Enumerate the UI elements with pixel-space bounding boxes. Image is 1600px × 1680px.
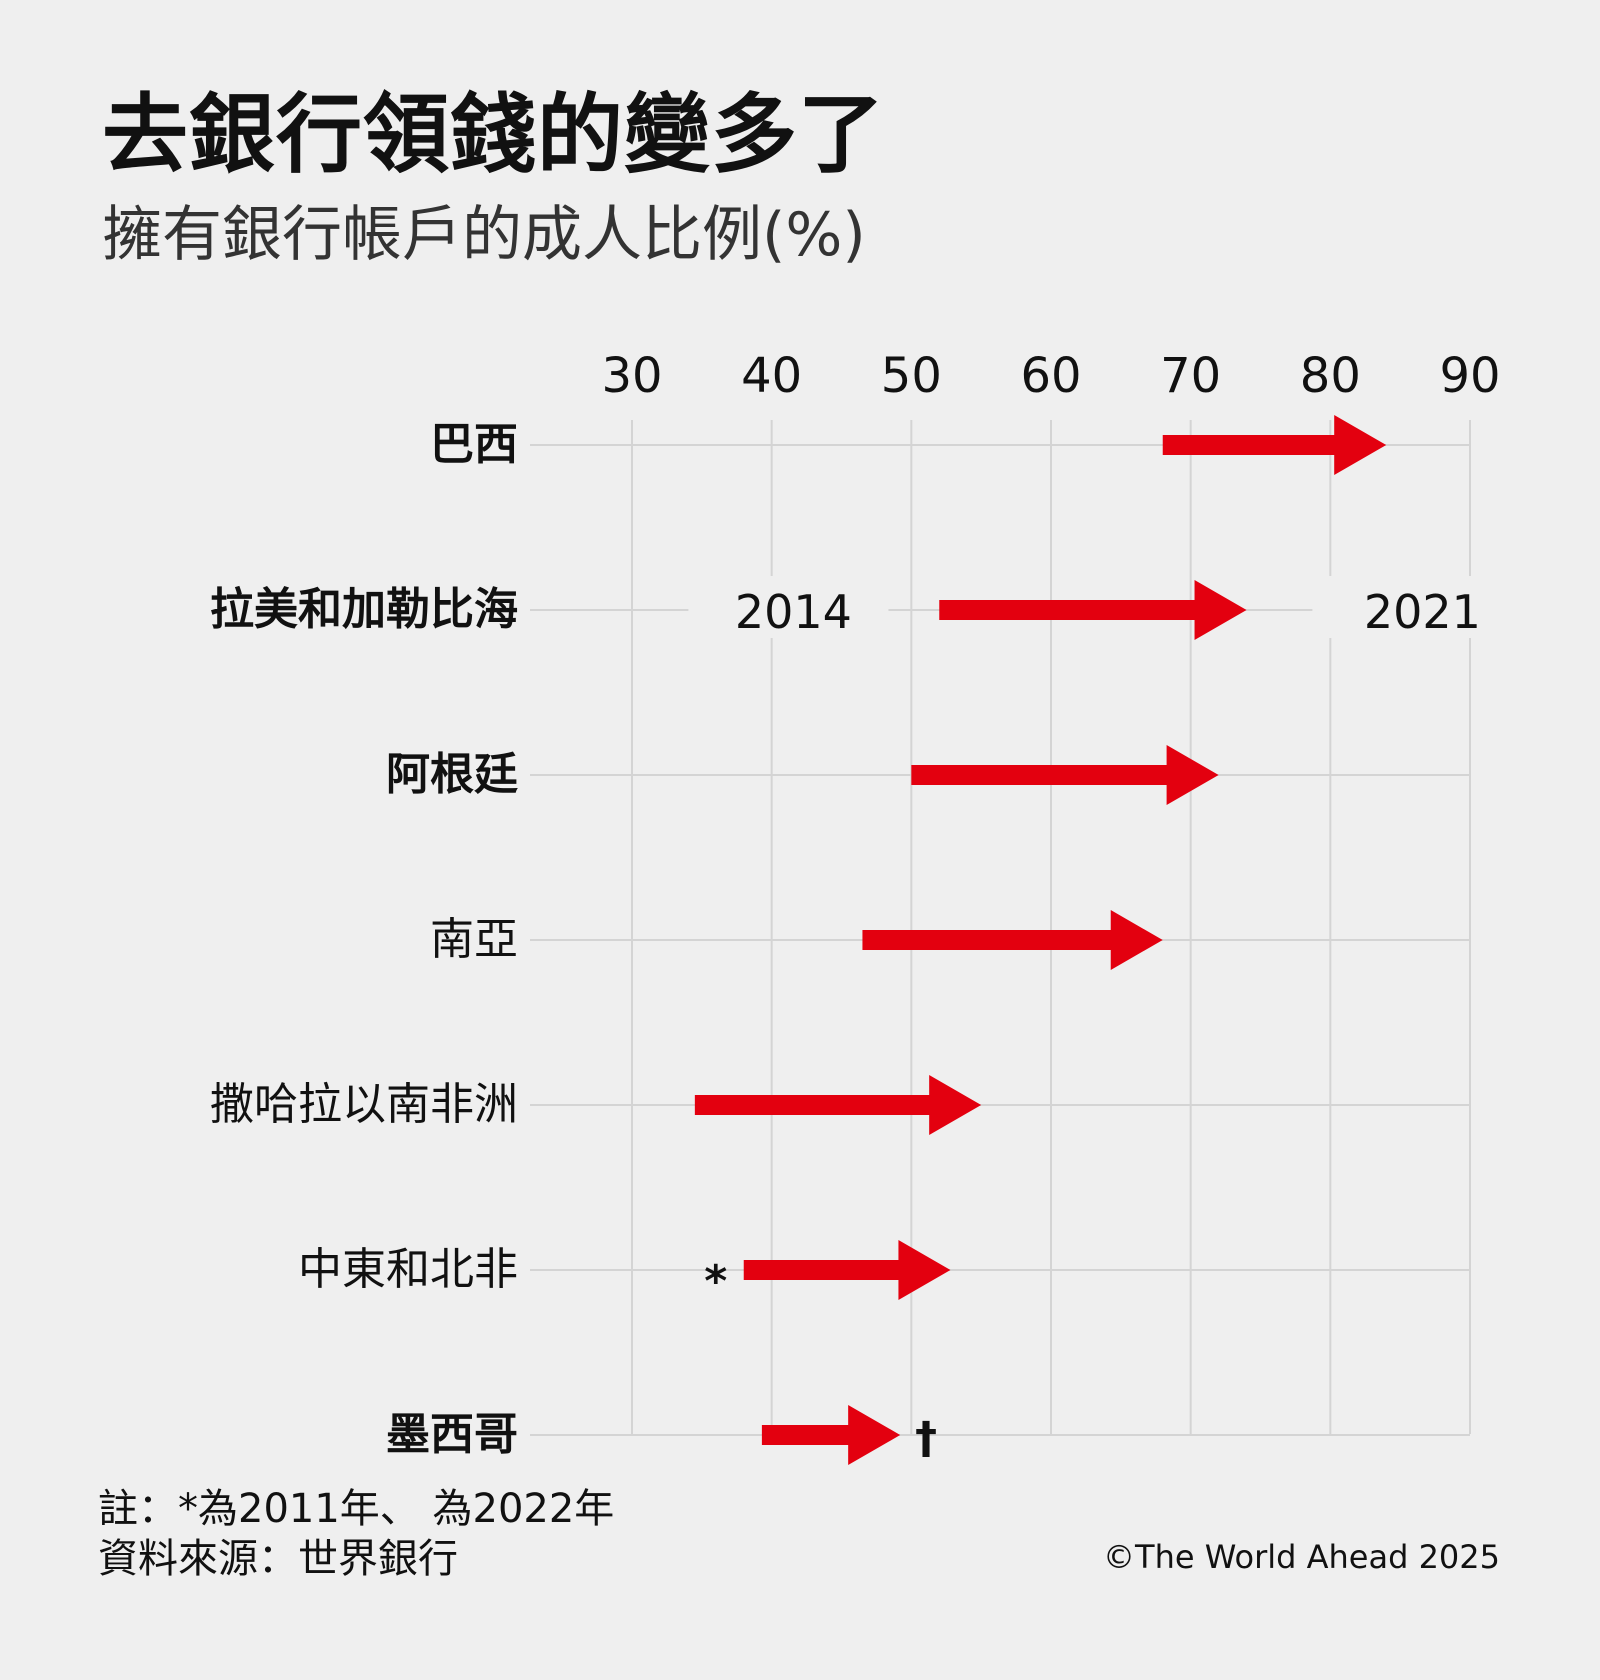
footnote-marker: * [704,1256,727,1307]
chart-title: 去銀行領錢的變多了 [102,85,885,185]
year-label-end: 2021 [1364,585,1481,639]
chart-subtitle: 擁有銀行帳戶的成人比例(%) [102,200,866,270]
arrow-mark [939,580,1247,640]
year-label-bg [1312,576,1533,638]
arrow-mark [761,1405,901,1465]
copyright-credit: ©The World Ahead 2025 [1103,1538,1500,1576]
arrow-mark [743,1240,951,1300]
footnote-source: 資料來源：世界銀行 [98,1536,458,1582]
category-label: 巴西 [430,419,518,470]
x-tick-label: 40 [741,348,802,404]
category-label: 南亞 [430,914,518,965]
category-label: 中東和北非 [298,1244,518,1295]
category-label: 拉美和加勒比海 [210,584,518,635]
arrow-mark [862,910,1163,970]
year-label-bg [688,576,889,638]
x-tick-label: 90 [1439,348,1500,404]
x-tick-label: 50 [881,348,942,404]
footnotes: 註：*為2011年、 為2022年 資料來源：世界銀行 [98,1484,614,1584]
arrow-mark [1162,415,1387,475]
category-label: 阿根廷 [386,749,518,800]
x-tick-label: 80 [1300,348,1361,404]
arrow-mark [911,745,1219,805]
footnote-marker: † [915,1413,937,1464]
arrow-mark [694,1075,982,1135]
year-label-start: 2014 [735,585,852,639]
category-label: 撒哈拉以南非洲 [210,1079,518,1130]
footnote-years: 註：*為2011年、 為2022年 [98,1486,615,1532]
x-tick-label: 70 [1160,348,1221,404]
category-label: 墨西哥 [386,1409,518,1460]
x-tick-label: 60 [1020,348,1081,404]
x-tick-label: 30 [601,348,662,404]
